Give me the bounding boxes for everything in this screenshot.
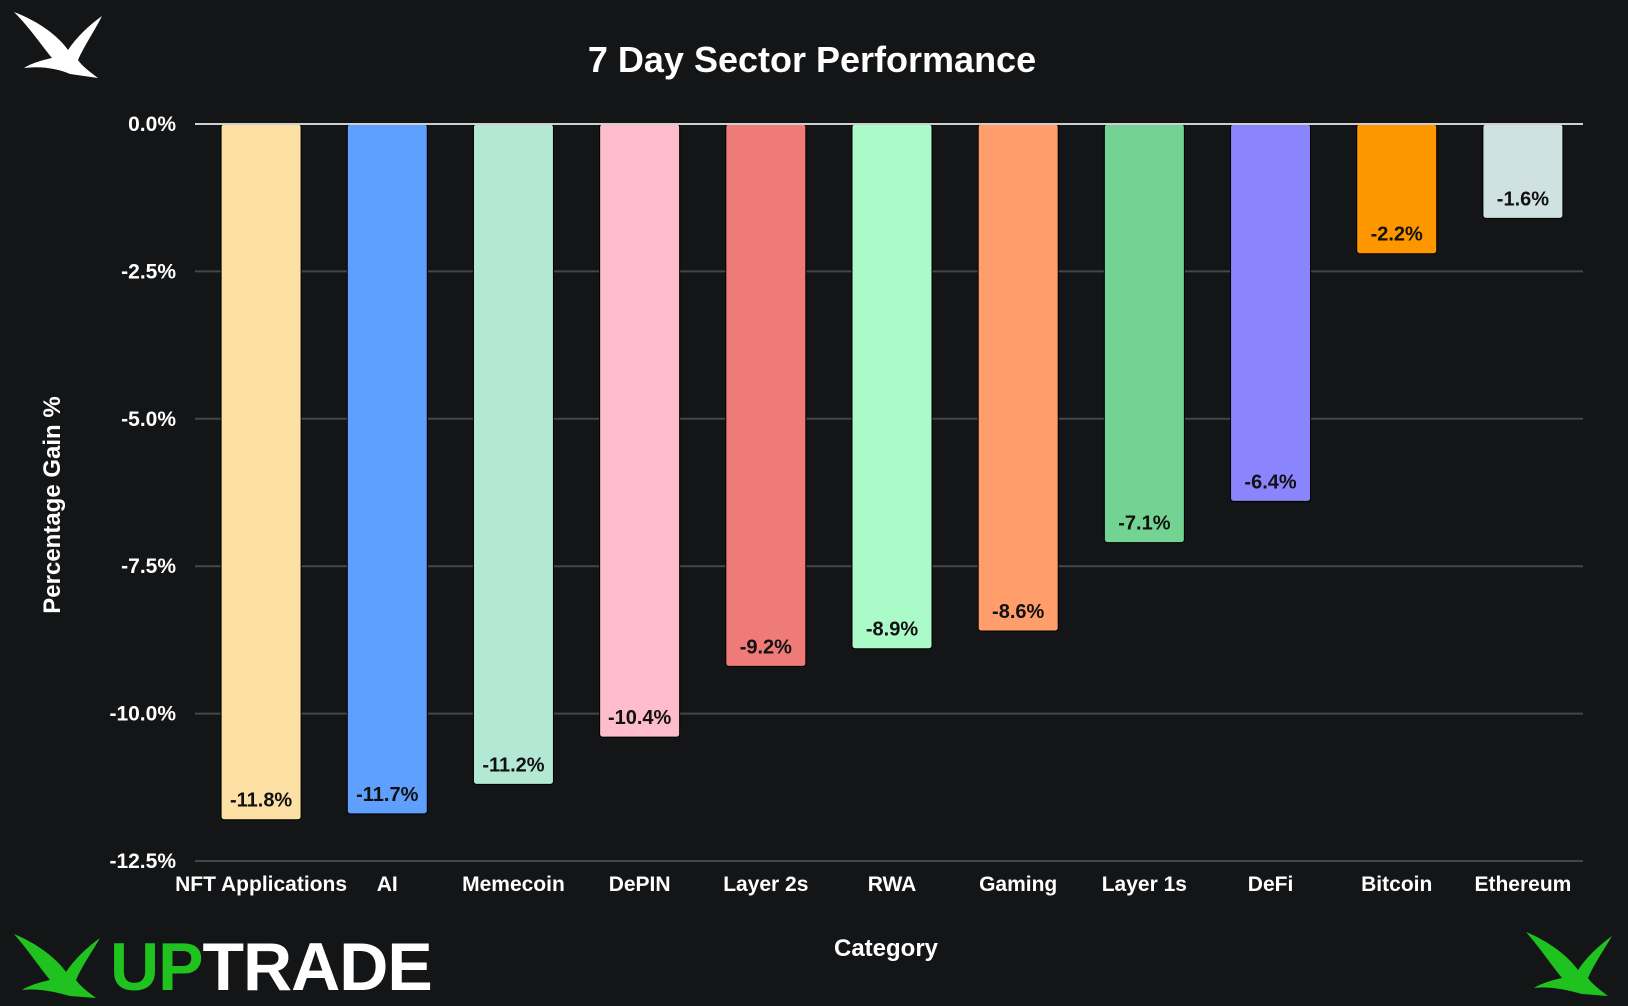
bar-value-label: -6.4% xyxy=(1244,471,1296,493)
category-label: Layer 1s xyxy=(1102,873,1187,896)
bar-value-label: -7.1% xyxy=(1118,513,1170,535)
category-label: Ethereum xyxy=(1474,873,1571,896)
category-label: AI xyxy=(377,873,398,896)
bar-value-label: -8.6% xyxy=(992,601,1044,623)
y-tick-label: 0.0% xyxy=(128,113,176,136)
corner-bird-icon xyxy=(1526,932,1612,996)
y-tick-label: -10.0% xyxy=(109,703,176,726)
bar xyxy=(472,123,554,785)
y-tick-label: -12.5% xyxy=(109,850,176,873)
bar-value-label: -11.7% xyxy=(356,784,418,806)
bar-value-label: -11.8% xyxy=(230,790,292,812)
y-axis-title: Percentage Gain % xyxy=(39,396,66,613)
category-label: Layer 2s xyxy=(723,873,808,896)
bars xyxy=(220,123,1564,821)
x-axis-categories: NFT Applications AI Memecoin DePIN Layer 2s R… xyxy=(175,873,1571,896)
category-label: RWA xyxy=(868,873,917,896)
category-label: DePIN xyxy=(609,873,671,896)
bar xyxy=(220,123,302,821)
bar xyxy=(1230,123,1312,502)
bird-logo-icon xyxy=(14,12,102,78)
brand-trade: TRADE xyxy=(202,929,431,1005)
category-label: Memecoin xyxy=(462,873,565,896)
y-tick-label: -2.5% xyxy=(121,260,176,283)
bar-value-label: -9.2% xyxy=(740,636,792,658)
bar-value-label: -2.2% xyxy=(1371,224,1423,246)
y-tick-label: -7.5% xyxy=(121,555,176,578)
brand-bird-icon xyxy=(14,934,100,998)
bar xyxy=(725,123,807,667)
svg-text:UPTRADE: UPTRADE xyxy=(110,929,432,1005)
bar-value-label: -8.9% xyxy=(866,619,918,641)
bar xyxy=(599,123,681,738)
category-label: NFT Applications xyxy=(175,873,347,896)
bar xyxy=(977,123,1059,632)
category-label: DeFi xyxy=(1248,873,1294,896)
data-labels: -11.8% -11.7% -11.2% -10.4% -9.2% -8.9% -8.6% -… xyxy=(230,188,1549,811)
brand-up: UP xyxy=(110,929,202,1005)
bar-value-label: -1.6% xyxy=(1497,188,1549,210)
y-axis-ticks: 0.0% -2.5% -5.0% -7.5% -10.0% -12.5% xyxy=(109,113,176,873)
chart-title: 7 Day Sector Performance xyxy=(588,39,1036,80)
bar-value-label: -10.4% xyxy=(608,707,672,729)
category-label: Bitcoin xyxy=(1361,873,1432,896)
bar xyxy=(851,123,933,650)
y-tick-label: -5.0% xyxy=(121,408,176,431)
bar xyxy=(1103,123,1185,544)
bar-value-label: -11.2% xyxy=(482,754,544,776)
bar xyxy=(346,123,428,815)
category-label: Gaming xyxy=(979,873,1057,896)
x-axis-title: Category xyxy=(834,935,939,962)
